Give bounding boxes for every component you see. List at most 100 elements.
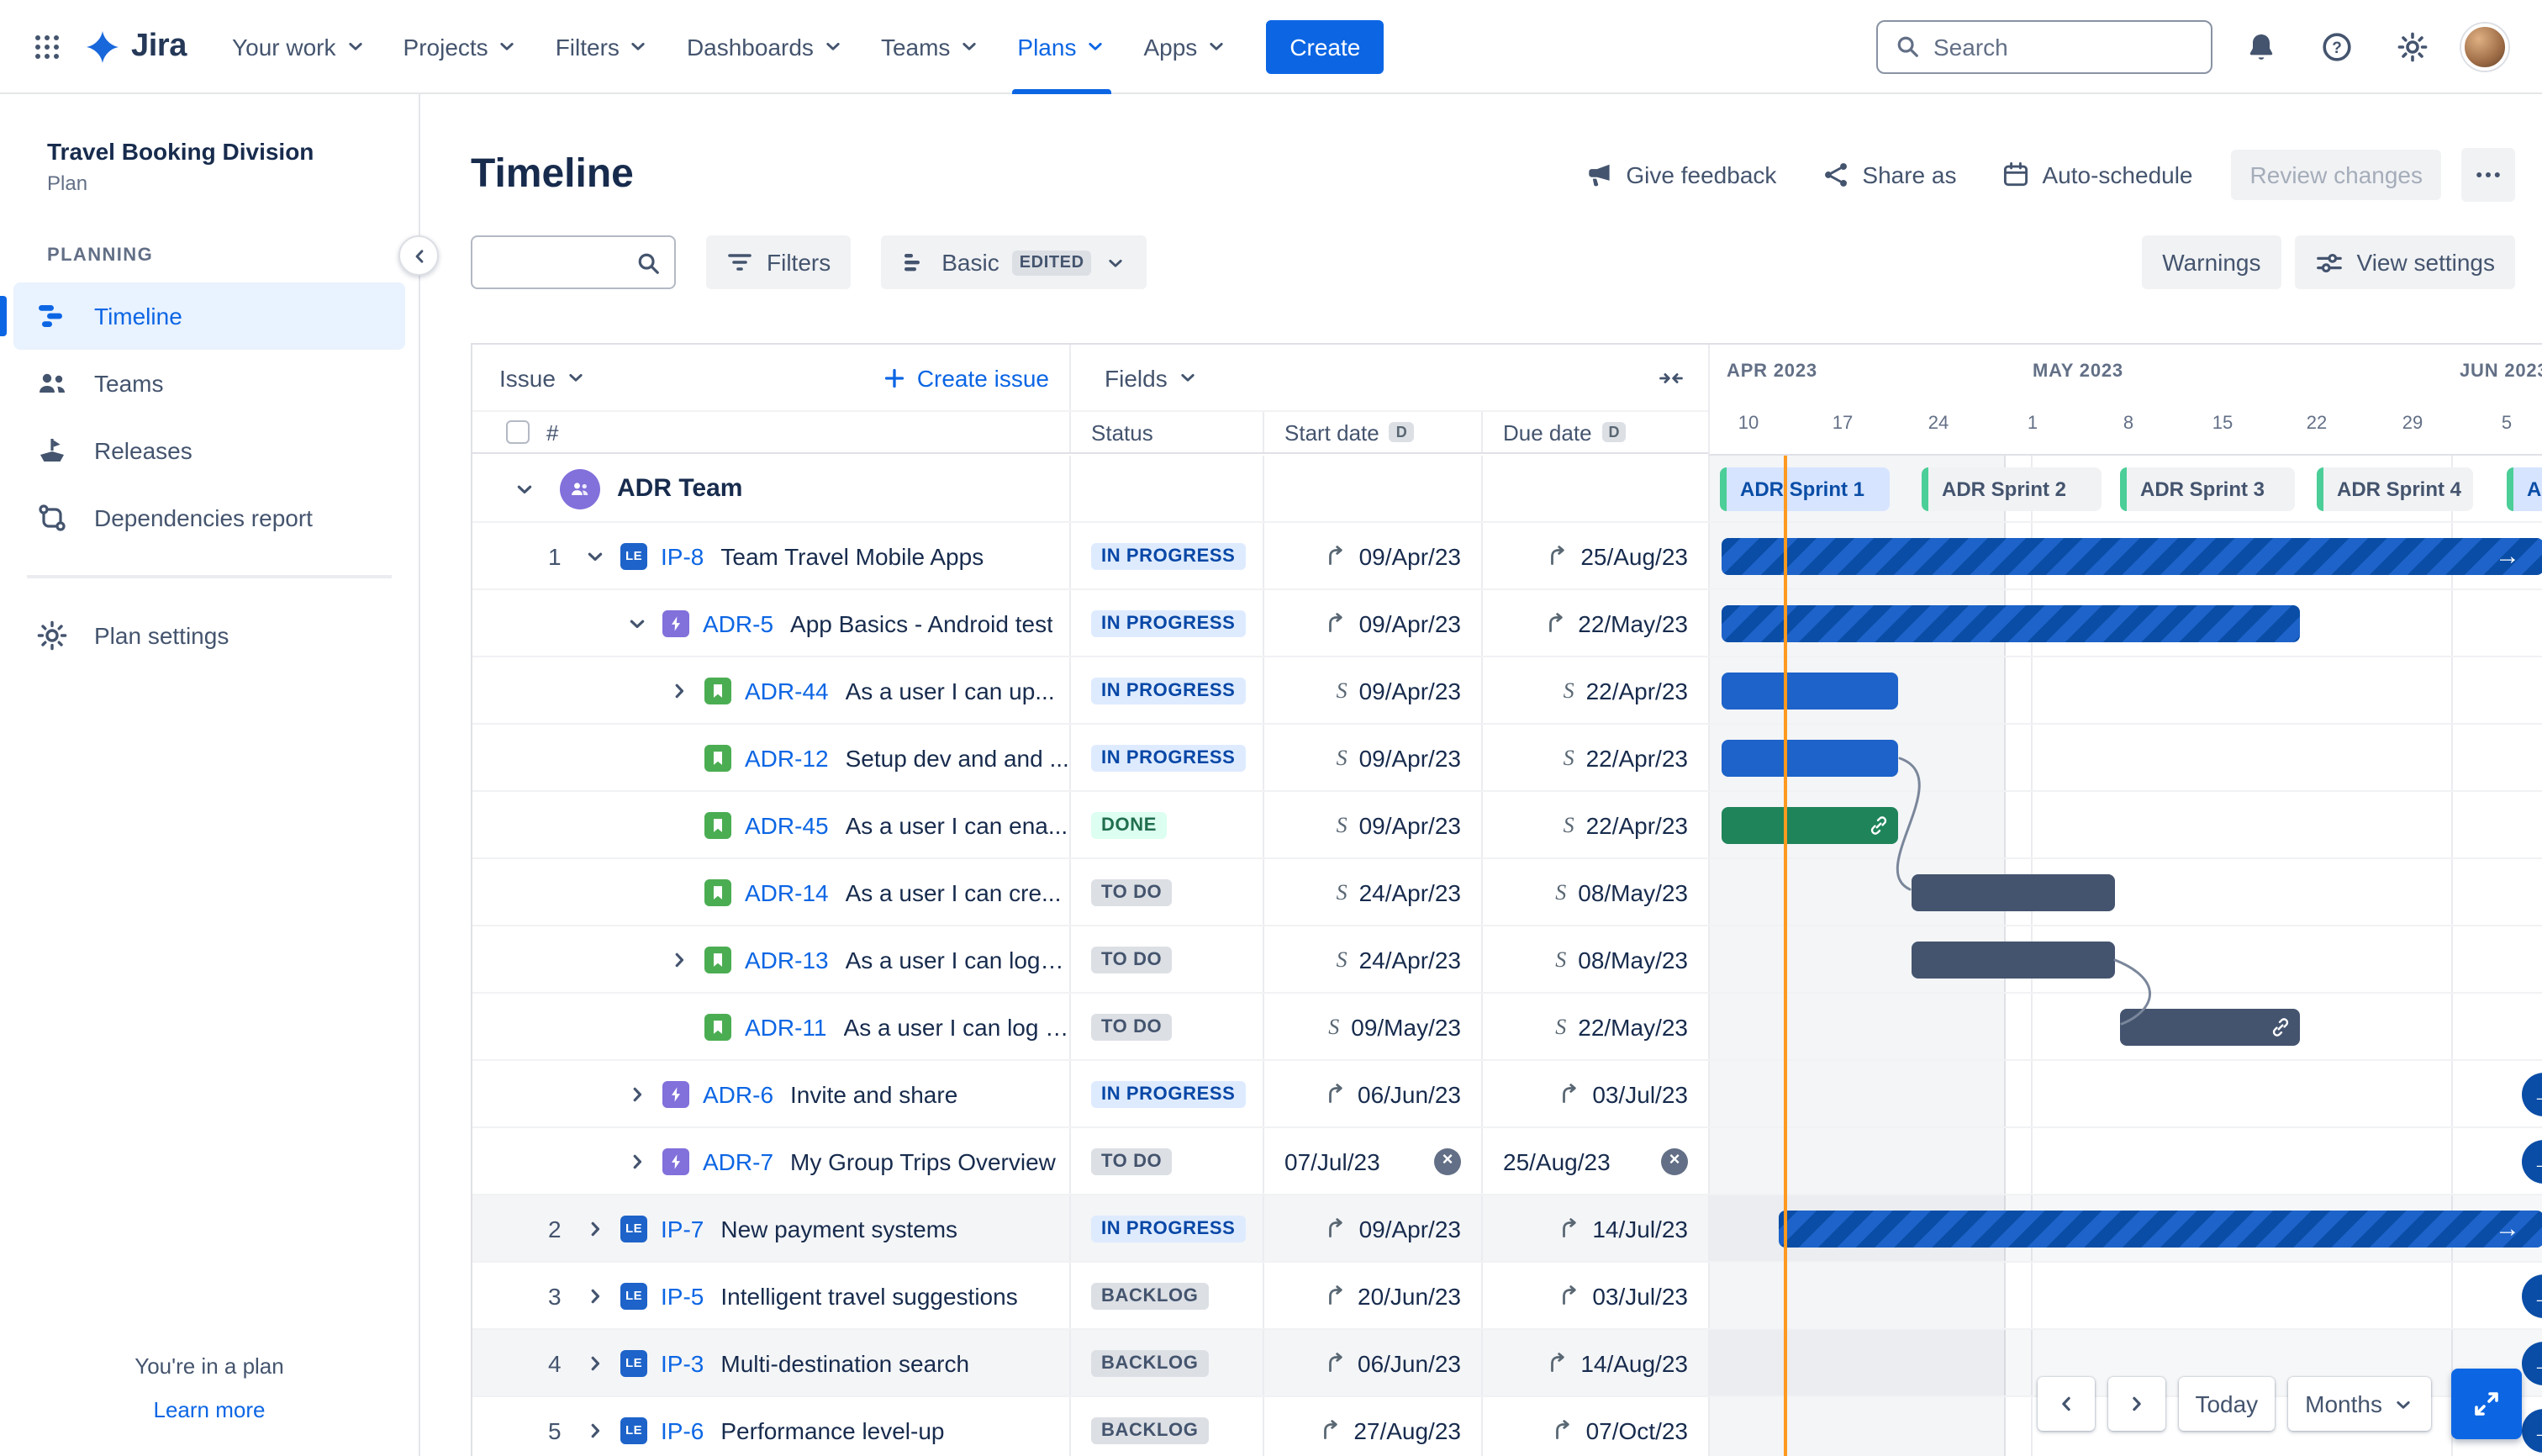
select-all-checkbox[interactable] — [506, 420, 530, 444]
status-cell[interactable]: IN PROGRESS — [1069, 1061, 1263, 1126]
fullscreen-button[interactable] — [2451, 1369, 2522, 1439]
view-settings-button[interactable]: View settings — [2294, 235, 2515, 289]
start-date-cell[interactable]: S 09/May/23 — [1263, 994, 1481, 1059]
issue-key[interactable]: ADR-7 — [703, 1147, 774, 1174]
create-issue-button[interactable]: Create issue — [883, 364, 1049, 391]
issue-key[interactable]: ADR-5 — [703, 609, 774, 636]
status-cell[interactable]: TO DO — [1069, 1128, 1263, 1194]
due-date-cell[interactable]: 22/May/23 — [1481, 590, 1708, 656]
issue-key[interactable]: IP-5 — [661, 1282, 704, 1309]
app-switcher-button[interactable] — [20, 19, 74, 73]
filters-button[interactable]: Filters — [706, 235, 852, 289]
due-date-cell[interactable]: S 08/May/23 — [1481, 859, 1708, 925]
expander-expand-icon[interactable] — [664, 675, 694, 705]
issue-key[interactable]: ADR-44 — [745, 677, 829, 704]
expander-collapse-icon[interactable] — [580, 541, 610, 571]
share-as-button[interactable]: Share as — [1801, 148, 1975, 202]
issue-key[interactable]: ADR-6 — [703, 1080, 774, 1107]
nav-item-filters[interactable]: Filters — [537, 0, 668, 93]
search-input[interactable] — [1933, 33, 2194, 60]
expander-expand-icon[interactable] — [580, 1348, 610, 1378]
issue-row-adr-13[interactable]: ADR-13 As a user I can log i... TO DO S 24/A… — [472, 926, 2542, 994]
issue-row-adr-11[interactable]: ADR-11 As a user I can log i... TO DO S 09/M… — [472, 994, 2542, 1061]
status-cell[interactable]: BACKLOG — [1069, 1330, 1263, 1395]
issue-row-adr-6[interactable]: ADR-6 Invite and share IN PROGRESS 06/Jun/2… — [472, 1061, 2542, 1128]
sidebar-item-plan-settings[interactable]: Plan settings — [13, 602, 405, 669]
start-date-cell[interactable]: 06/Jun/23 — [1263, 1061, 1481, 1126]
status-cell[interactable]: TO DO — [1069, 859, 1263, 925]
clear-date-icon[interactable]: × — [1434, 1147, 1461, 1174]
help-button[interactable]: ? — [2310, 19, 2364, 73]
timeline-search[interactable] — [471, 235, 676, 289]
status-cell[interactable]: IN PROGRESS — [1069, 657, 1263, 723]
nav-item-your-work[interactable]: Your work — [214, 0, 385, 93]
give-feedback-button[interactable]: Give feedback — [1565, 148, 1795, 202]
due-date-cell[interactable]: S 22/Apr/23 — [1481, 657, 1708, 723]
due-date-cell[interactable]: 25/Aug/23 × — [1481, 1128, 1708, 1194]
today-button[interactable]: Today — [2178, 1377, 2276, 1431]
issue-row-ip-8[interactable]: 1 LE IP-8 Team Travel Mobile Apps IN PROGRES… — [472, 523, 2542, 590]
due-date-cell[interactable]: 14/Aug/23 — [1481, 1330, 1708, 1395]
learn-more-link[interactable]: Learn more — [153, 1397, 266, 1422]
scroll-right-button[interactable] — [2107, 1377, 2165, 1431]
start-date-cell[interactable]: 20/Jun/23 — [1263, 1263, 1481, 1328]
expander-expand-icon[interactable] — [664, 944, 694, 974]
status-cell[interactable]: BACKLOG — [1069, 1263, 1263, 1328]
due-date-cell[interactable]: S 22/Apr/23 — [1481, 725, 1708, 790]
start-date-cell[interactable]: S 24/Apr/23 — [1263, 859, 1481, 925]
issue-key[interactable]: ADR-14 — [745, 878, 829, 905]
nav-item-apps[interactable]: Apps — [1125, 0, 1246, 93]
start-date-cell[interactable]: 09/Apr/23 — [1263, 523, 1481, 588]
sidebar-item-timeline[interactable]: Timeline — [0, 282, 405, 350]
user-avatar[interactable] — [2461, 23, 2508, 70]
issue-key[interactable]: ADR-45 — [745, 811, 829, 838]
sidebar-item-releases[interactable]: Releases — [13, 417, 405, 484]
due-date-cell[interactable]: 07/Oct/23 — [1481, 1397, 1708, 1456]
issue-row-adr-7[interactable]: ADR-7 My Group Trips Overview TO DO 07/Jul/… — [472, 1128, 2542, 1195]
sidebar-item-teams[interactable]: Teams — [13, 350, 405, 417]
status-cell[interactable]: TO DO — [1069, 994, 1263, 1059]
jira-logo[interactable]: Jira — [77, 28, 210, 65]
expander-expand-icon[interactable] — [580, 1415, 610, 1445]
start-date-cell[interactable]: S 09/Apr/23 — [1263, 657, 1481, 723]
due-date-cell[interactable]: 14/Jul/23 — [1481, 1195, 1708, 1261]
issue-row-adr-44[interactable]: ADR-44 As a user I can up... IN PROGRESS S 0… — [472, 657, 2542, 725]
status-cell[interactable]: IN PROGRESS — [1069, 1195, 1263, 1261]
expander-collapse-icon[interactable] — [622, 608, 652, 638]
issue-key[interactable]: IP-3 — [661, 1349, 704, 1376]
sidebar-collapse-button[interactable] — [398, 235, 439, 276]
zoom-level-dropdown[interactable]: Months — [2288, 1377, 2431, 1431]
due-date-cell[interactable]: 25/Aug/23 — [1481, 523, 1708, 588]
nav-item-plans[interactable]: Plans — [999, 0, 1125, 93]
more-actions-button[interactable] — [2461, 148, 2515, 202]
start-date-cell[interactable]: S 09/Apr/23 — [1263, 725, 1481, 790]
expander-expand-icon[interactable] — [580, 1280, 610, 1311]
issue-row-ip-6[interactable]: 5 LE IP-6 Performance level-up BACKLOG 27/Aug… — [472, 1397, 2542, 1456]
create-button[interactable]: Create — [1266, 19, 1384, 73]
issue-row-ip-3[interactable]: 4 LE IP-3 Multi-destination search BACKLOG 06… — [472, 1330, 2542, 1397]
status-cell[interactable]: TO DO — [1069, 926, 1263, 992]
start-date-cell[interactable]: 09/Apr/23 — [1263, 590, 1481, 656]
chevron-down-icon[interactable] — [509, 473, 540, 504]
due-date-cell[interactable]: 03/Jul/23 — [1481, 1263, 1708, 1328]
issue-key[interactable]: ADR-12 — [745, 744, 829, 771]
due-date-cell[interactable]: S 22/May/23 — [1481, 994, 1708, 1059]
issue-key[interactable]: IP-7 — [661, 1215, 704, 1242]
group-row-adr-team[interactable]: ADR Team — [472, 456, 2542, 523]
scroll-left-button[interactable] — [2037, 1377, 2095, 1431]
nav-item-teams[interactable]: Teams — [862, 0, 999, 93]
start-date-cell[interactable]: S 24/Apr/23 — [1263, 926, 1481, 992]
issue-key[interactable]: IP-6 — [661, 1416, 704, 1443]
nav-item-dashboards[interactable]: Dashboards — [668, 0, 862, 93]
warnings-button[interactable]: Warnings — [2142, 235, 2281, 289]
issue-row-adr-45[interactable]: ADR-45 As a user I can ena... DONE S 09/Apr/… — [472, 792, 2542, 859]
fields-dropdown[interactable]: Fields — [1105, 364, 1200, 391]
expander-expand-icon[interactable] — [622, 1079, 652, 1109]
view-mode-button[interactable]: Basic EDITED — [881, 235, 1147, 289]
issue-row-adr-5[interactable]: ADR-5 App Basics - Android test IN PROGRES… — [472, 590, 2542, 657]
auto-schedule-button[interactable]: Auto-schedule — [1982, 148, 2212, 202]
settings-button[interactable] — [2386, 19, 2439, 73]
issue-key[interactable]: ADR-13 — [745, 946, 829, 973]
status-cell[interactable]: IN PROGRESS — [1069, 523, 1263, 588]
start-date-cell[interactable]: S 09/Apr/23 — [1263, 792, 1481, 857]
